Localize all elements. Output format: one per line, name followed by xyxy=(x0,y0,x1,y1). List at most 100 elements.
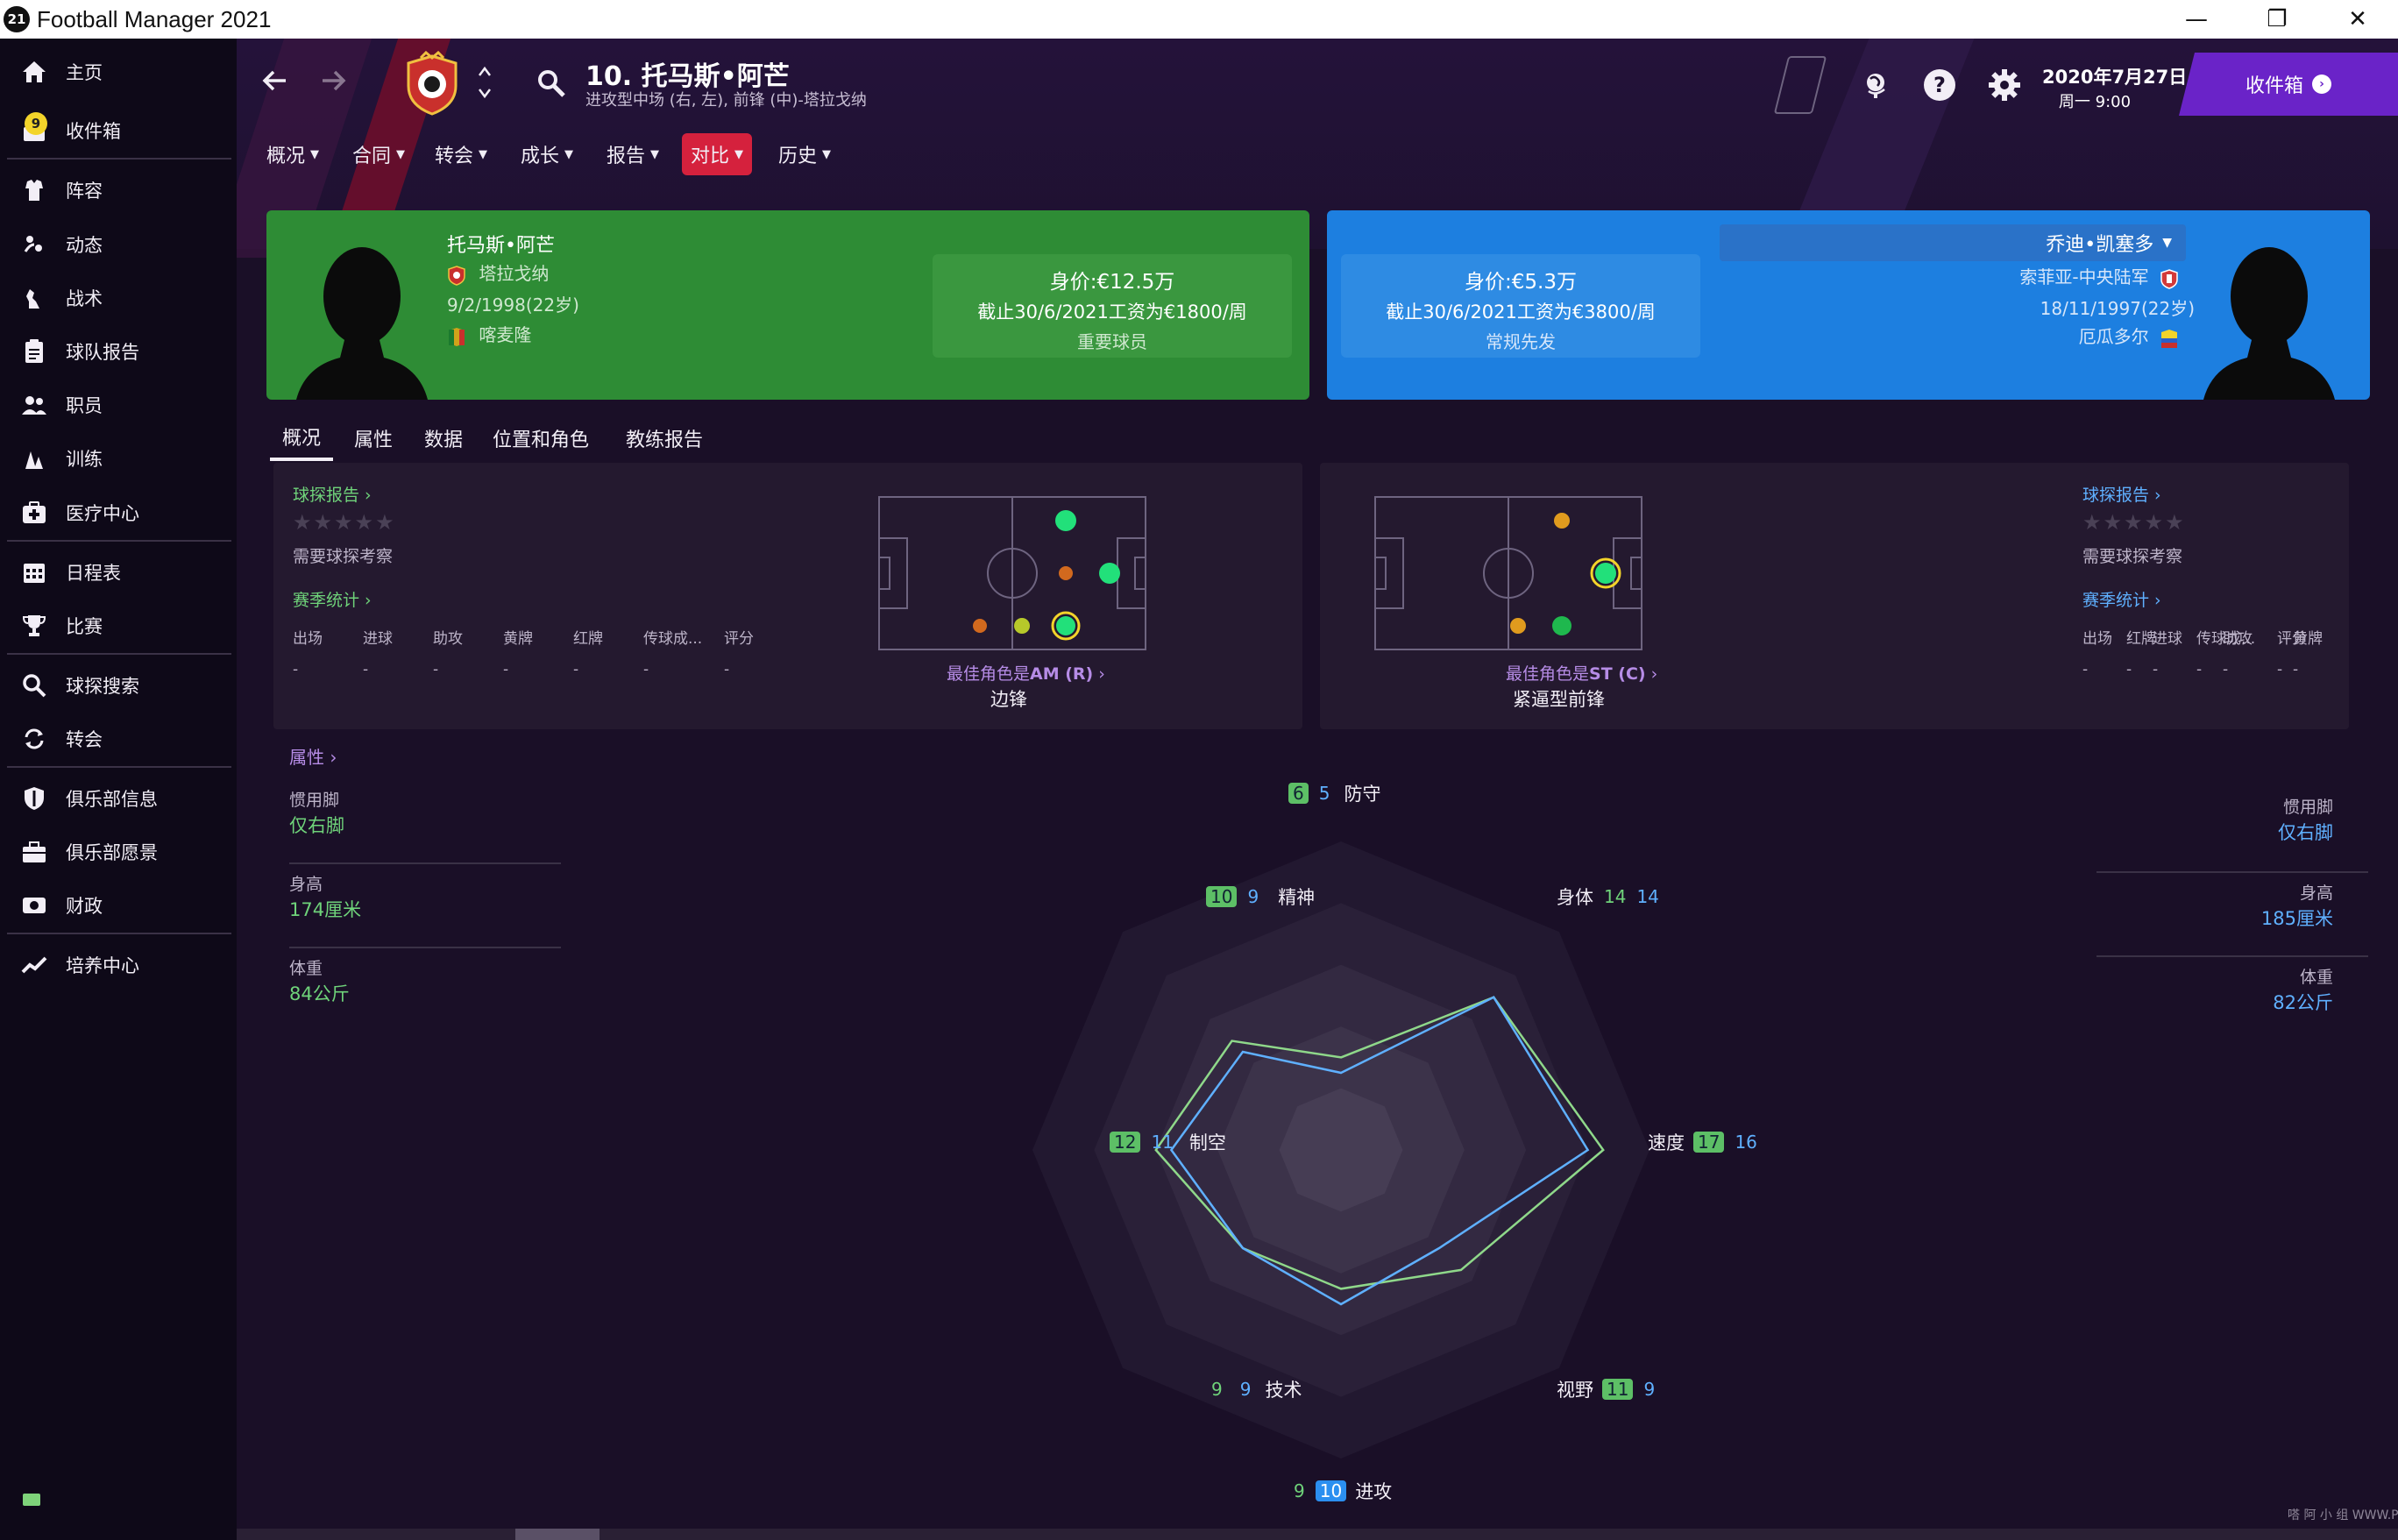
nation-name: 喀麦隆 xyxy=(479,324,532,345)
help-icon[interactable]: ? xyxy=(1921,67,1958,103)
stat-value: - xyxy=(2082,661,2089,678)
notes-icon[interactable] xyxy=(1773,56,1827,114)
chevron-down-icon: ▼ xyxy=(822,147,832,161)
sidebar-item-label: 日程表 xyxy=(66,563,121,584)
player-switch-arrows-icon[interactable] xyxy=(477,63,493,105)
club-crest-icon[interactable] xyxy=(401,50,463,117)
menu-label: 概况 xyxy=(266,145,306,167)
stat-value: - xyxy=(2126,661,2132,678)
stat-value: - xyxy=(724,661,730,678)
tab-stats[interactable]: 数据 xyxy=(424,429,464,451)
attributes-link[interactable]: 属性 › xyxy=(289,747,337,768)
radar-axis-speed: 速度 17 16 xyxy=(1648,1129,1763,1155)
stat-value: - xyxy=(2277,661,2283,678)
continue-inbox-button[interactable]: 收件箱 › xyxy=(2179,53,2398,116)
right-value: 9 xyxy=(1239,1379,1252,1400)
sidebar-item-schedule[interactable]: 日程表 xyxy=(0,550,231,594)
radar-ring xyxy=(1279,1088,1403,1212)
sidebar-item-label: 职员 xyxy=(66,395,103,416)
horizontal-scrollbar[interactable] xyxy=(237,1529,2398,1540)
inbox-badge: 9 xyxy=(25,112,47,135)
season-stats-link[interactable]: 赛季统计 › xyxy=(293,591,372,610)
position-pitch xyxy=(878,496,1146,650)
best-role-link[interactable]: 最佳角色是ST (C) › xyxy=(1506,664,1658,684)
menu-compare[interactable]: 对比 ▼ xyxy=(682,133,753,175)
tab-overview[interactable]: 概况 xyxy=(270,415,334,461)
window-title-bar: 21 Football Manager 2021 — ❐ ✕ xyxy=(0,0,2398,39)
club-name: 索菲亚-中央陆军 xyxy=(2019,266,2149,287)
sidebar-item-inbox[interactable]: 9 收件箱 xyxy=(0,109,231,153)
player-club[interactable]: 索菲亚-中央陆军 xyxy=(2019,263,2179,289)
sidebar-item-home[interactable]: 主页 xyxy=(0,50,231,94)
sidebar-item-squad[interactable]: 阵容 xyxy=(0,168,231,212)
gear-icon[interactable] xyxy=(1986,67,2023,103)
pitch-marker xyxy=(1099,563,1120,584)
training-icon xyxy=(19,444,49,473)
chevron-down-icon: ▼ xyxy=(2162,236,2172,250)
menu-history[interactable]: 历史 ▼ xyxy=(778,133,831,175)
axis-name: 身体 xyxy=(1557,887,1593,908)
axis-name: 速度 xyxy=(1648,1132,1685,1153)
player-nation[interactable]: 厄瓜多尔 xyxy=(2079,323,2179,349)
player-nation[interactable]: 喀麦隆 xyxy=(447,321,531,347)
world-icon[interactable] xyxy=(1858,67,1895,103)
menu-overview[interactable]: 概况 ▼ xyxy=(266,133,319,175)
scout-report-link[interactable]: 球探报告 › xyxy=(293,486,372,505)
menu-reports[interactable]: 报告 ▼ xyxy=(607,133,659,175)
tab-attributes[interactable]: 属性 xyxy=(354,429,394,451)
sidebar-item-label: 战术 xyxy=(66,288,103,309)
sidebar-item-scouting[interactable]: 球探搜索 xyxy=(0,664,231,707)
menu-transfer[interactable]: 转会 ▼ xyxy=(435,133,487,175)
right-value: 5 xyxy=(1318,783,1330,804)
sidebar-item-staff[interactable]: 职员 xyxy=(0,383,231,427)
menu-label: 成长 xyxy=(521,145,560,167)
sidebar-item-team-report[interactable]: 球队报告 xyxy=(0,330,231,373)
status-icon[interactable] xyxy=(23,1494,40,1506)
minimize-button[interactable]: — xyxy=(2185,6,2208,32)
divider xyxy=(289,947,561,948)
stat-value: - xyxy=(503,661,509,678)
menu-contract[interactable]: 合同 ▼ xyxy=(352,133,405,175)
stat-value: - xyxy=(573,661,579,678)
attribute-radar-chart: 6 5 防守 身体 14 14 速度 17 16 视野 11 9 9 10 进攻 9 9 技术 12 11… xyxy=(903,731,1779,1520)
menu-development[interactable]: 成长 ▼ xyxy=(521,133,573,175)
link-label: 球探报告 xyxy=(293,486,360,505)
forward-arrow-icon[interactable] xyxy=(317,65,349,104)
report-icon xyxy=(19,337,49,366)
sidebar-item-training[interactable]: 训练 xyxy=(0,436,231,480)
best-role-link[interactable]: 最佳角色是AM (R) › xyxy=(947,664,1105,684)
scrollbar-thumb[interactable] xyxy=(515,1529,600,1540)
player-value-box: 身价:€5.3万 截止30/6/2021工资为€3800/周 常规先发 xyxy=(1341,254,1700,358)
back-arrow-icon[interactable] xyxy=(259,65,291,104)
close-button[interactable]: ✕ xyxy=(2348,6,2367,32)
sidebar-item-development[interactable]: 培养中心 xyxy=(0,943,231,987)
sidebar-item-label: 阵容 xyxy=(66,181,103,202)
player-dob: 9/2/1998(22岁) xyxy=(447,295,579,316)
sidebar-item-club-vision[interactable]: 俱乐部愿景 xyxy=(0,830,231,874)
tab-coach-report[interactable]: 教练报告 xyxy=(626,429,704,451)
tab-positions-roles[interactable]: 位置和角色 xyxy=(493,429,590,451)
sidebar-item-transfers[interactable]: 转会 xyxy=(0,717,231,761)
sidebar-item-club-info[interactable]: 俱乐部信息 xyxy=(0,777,231,820)
search-icon[interactable] xyxy=(536,68,566,102)
game-date[interactable]: 2020年7月27日 周一 9:00 xyxy=(2042,63,2187,112)
player-card-left: 托马斯•阿芒 塔拉戈纳 9/2/1998(22岁) 喀麦隆 身价:€12.5万 … xyxy=(266,210,1309,400)
compare-player-select[interactable]: 乔迪•凯塞多 ▼ xyxy=(1720,224,2186,261)
scout-report-link[interactable]: 球探报告 › xyxy=(2082,486,2161,505)
sidebar-item-medical[interactable]: 医疗中心 xyxy=(0,491,231,535)
season-stats-link[interactable]: 赛季统计 › xyxy=(2082,591,2161,610)
axis-name: 防守 xyxy=(1344,784,1381,805)
sidebar-item-tactics[interactable]: 战术 xyxy=(0,276,231,320)
shield-icon xyxy=(19,784,49,813)
sidebar-item-dynamics[interactable]: 动态 xyxy=(0,223,231,266)
radar-axis-vision: 视野 11 9 xyxy=(1557,1376,1660,1402)
player-club[interactable]: 塔拉戈纳 xyxy=(447,259,549,286)
sidebar-divider xyxy=(7,653,231,655)
stat-header: 进球 xyxy=(2153,630,2182,648)
axis-name: 制空 xyxy=(1188,1132,1226,1153)
sidebar-item-finances[interactable]: 财政 xyxy=(0,884,231,927)
sidebar: 主页 9 收件箱 阵容 动态 战术 球队报告 职员 训练 医疗中心 日程表 比赛 xyxy=(0,39,237,1540)
sidebar-item-competitions[interactable]: 比赛 xyxy=(0,604,231,648)
maximize-button[interactable]: ❐ xyxy=(2267,6,2288,32)
pitch-marker xyxy=(1014,618,1030,634)
